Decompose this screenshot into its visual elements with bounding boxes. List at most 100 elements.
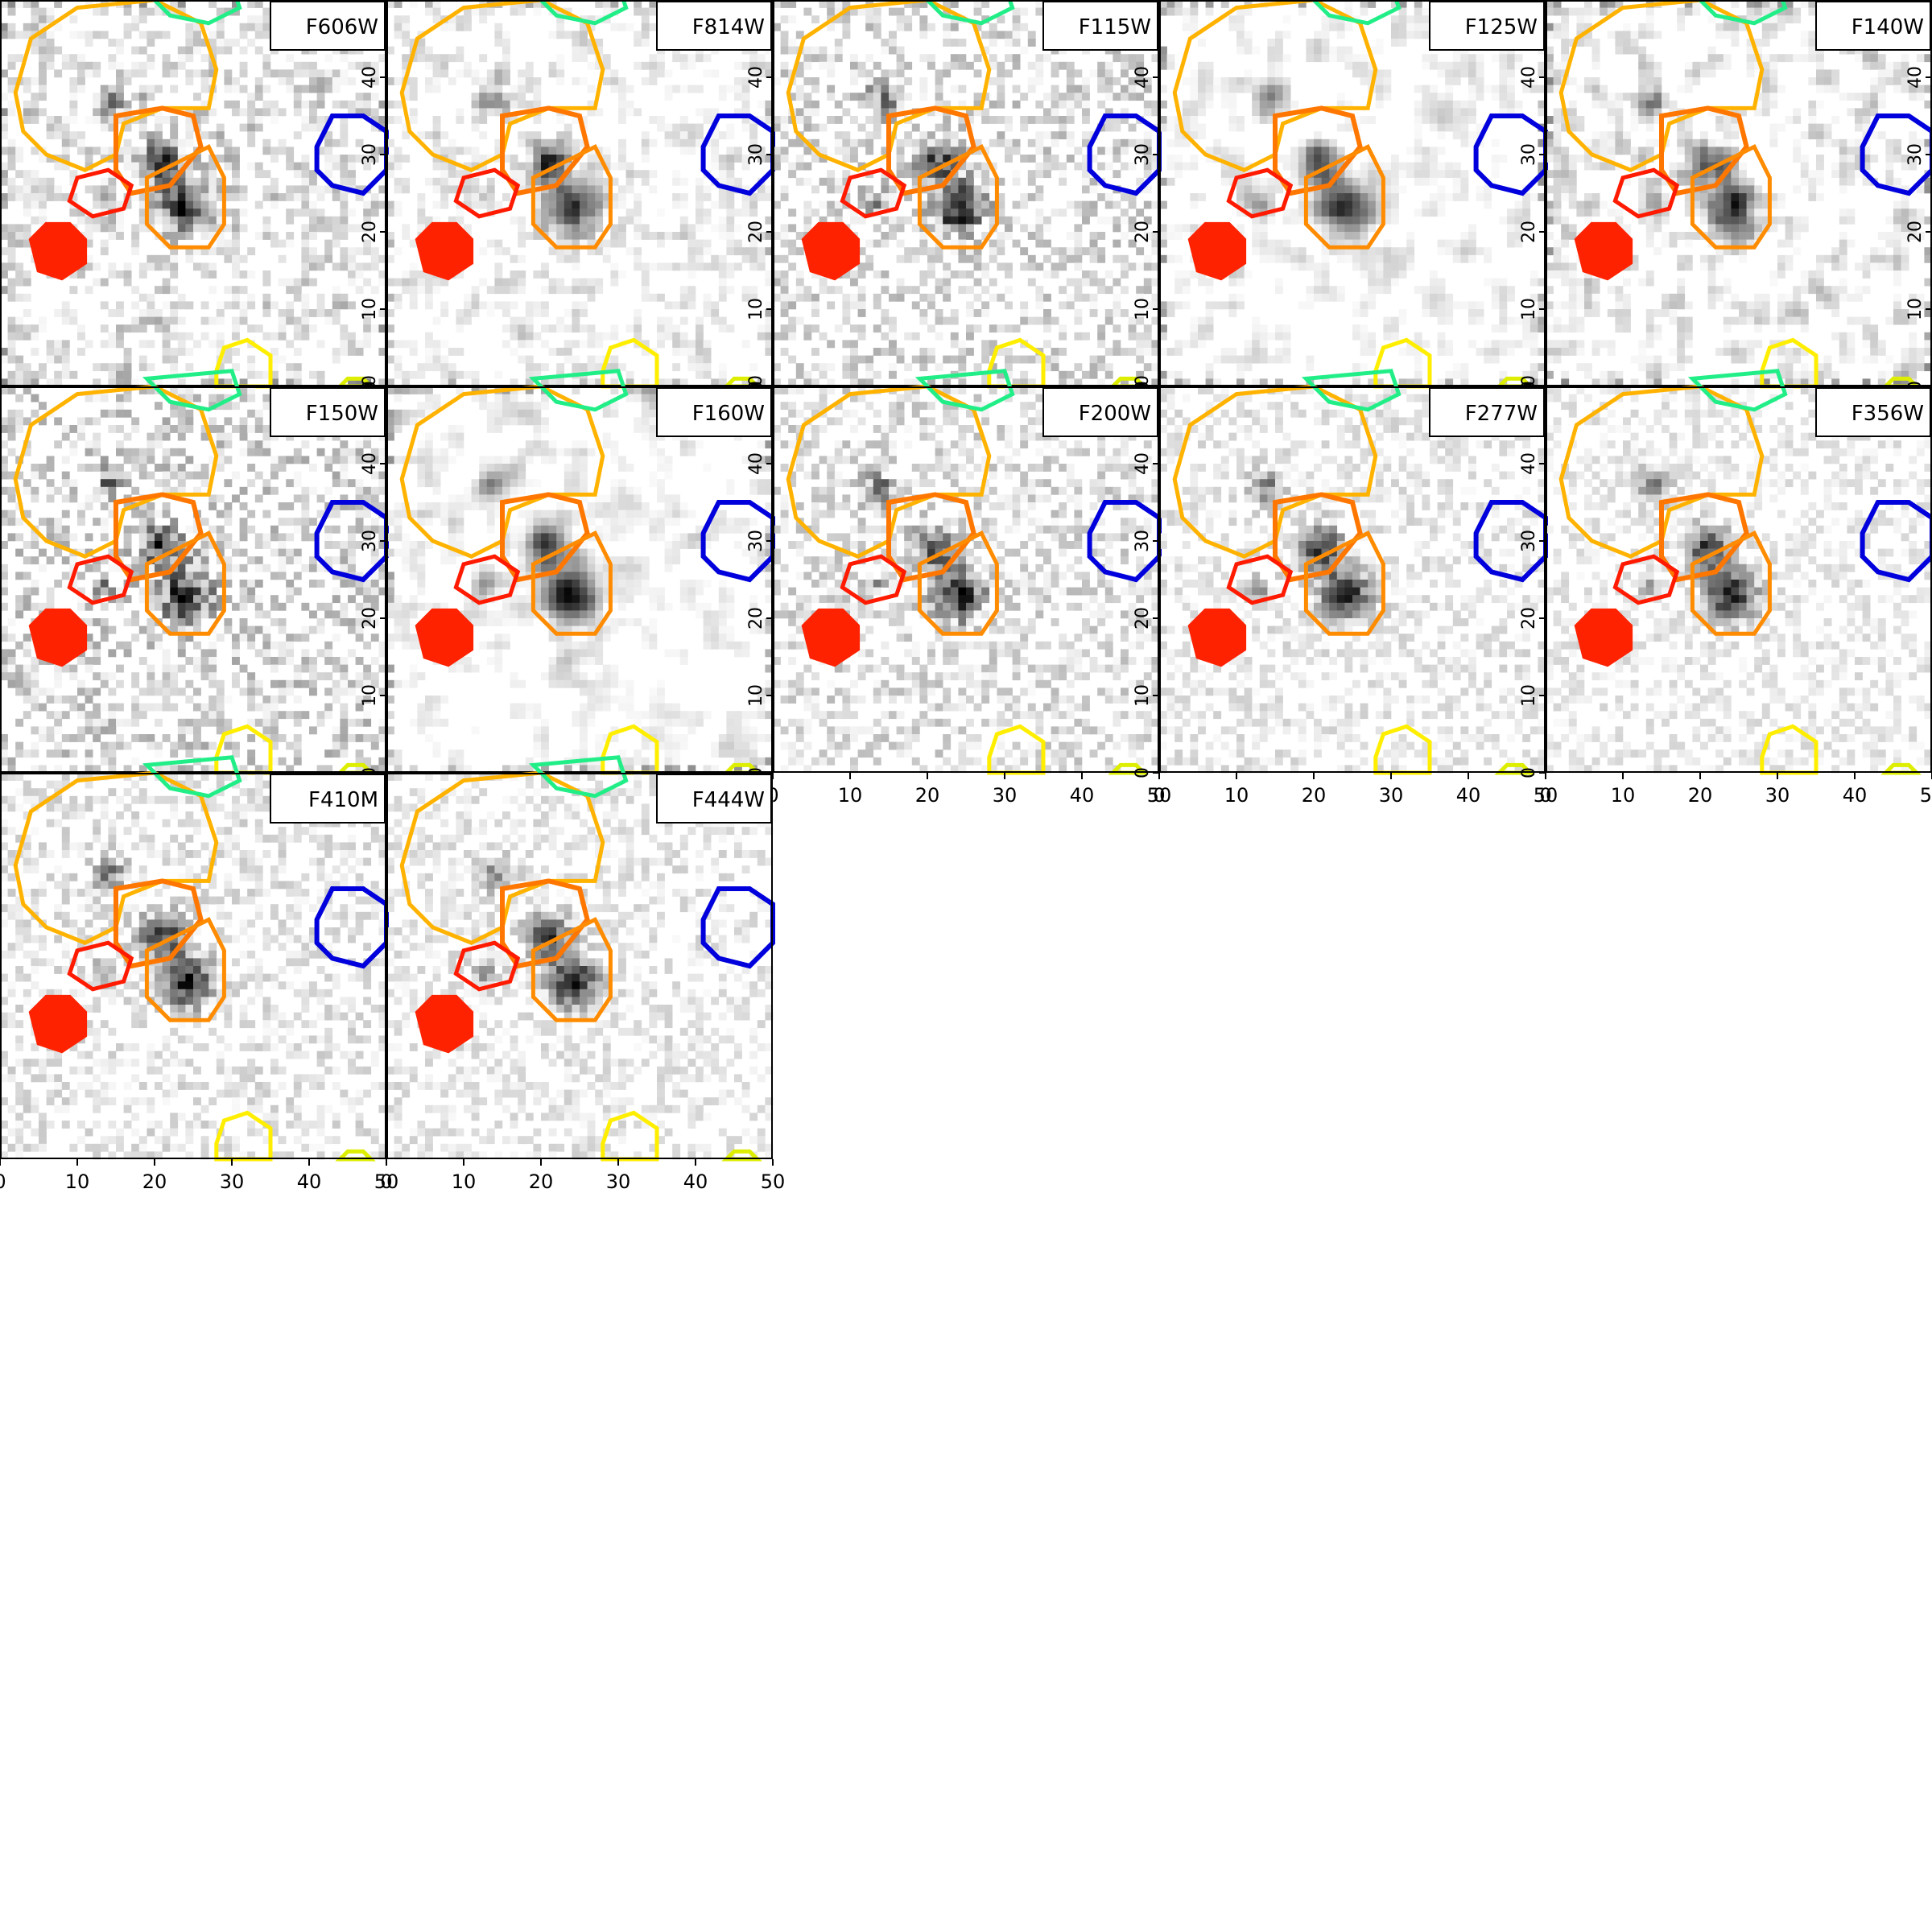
bottom-tick-label: 10 (1224, 784, 1249, 807)
filter-label-box (656, 774, 772, 824)
orange-large-region (1558, 0, 1765, 172)
red-filled-region (28, 221, 88, 281)
right-tick-label: 10 (1133, 298, 1153, 320)
bottom-tick-label: 0 (1539, 784, 1551, 807)
filter-label-box (1042, 387, 1158, 437)
bottom-tick-label: 20 (142, 1170, 167, 1193)
blue-region (1860, 114, 1932, 196)
right-tick-label: 20 (360, 221, 380, 243)
panel-frame (1159, 0, 1546, 386)
right-tick-label: 20 (746, 607, 766, 630)
cutout-image (773, 0, 1160, 387)
red-filled-region (1187, 221, 1247, 281)
filter-label: F125W (1465, 15, 1538, 39)
bottom-tick-label: 10 (838, 784, 863, 807)
panel-frame (386, 0, 773, 386)
panel-f150w: 01020304050F150W (0, 369, 389, 778)
bottom-tick-label: 30 (1379, 784, 1404, 807)
bottom-axis: 0 10 20 30 40 50 (766, 773, 1171, 807)
panel-f356w: 0 10 20 30 40 50 F356W (1539, 369, 1932, 807)
green-region (1301, 369, 1402, 412)
panel-frame (1159, 386, 1546, 773)
red-small-region (840, 554, 907, 605)
orange-upper-region (1659, 105, 1749, 196)
panel-frame (773, 0, 1159, 386)
orange-upper-region (114, 105, 204, 196)
right-tick-label: 20 (746, 221, 766, 243)
panel-frame (773, 386, 1159, 773)
bottom-tick-label: 0 (0, 1170, 6, 1193)
filter-label-box (656, 387, 772, 437)
filter-label: F606W (306, 15, 378, 39)
panel-frame (386, 386, 773, 773)
panel-f115w: 01020304050F115W (773, 0, 1162, 392)
orange-large-region (1172, 0, 1378, 172)
orange-lower-region (1303, 530, 1385, 636)
filter-label: F814W (692, 15, 765, 39)
bottom-tick-label: 10 (1611, 784, 1636, 807)
orange-upper-region (500, 878, 590, 969)
right-tick-label: 20 (1519, 607, 1539, 630)
green-region (528, 755, 629, 799)
bottom-tick-label: 30 (220, 1170, 245, 1193)
red-small-region (67, 940, 134, 992)
cutout-image (0, 386, 387, 774)
right-tick-label: 40 (746, 66, 766, 89)
right-tick-label: 40 (1133, 66, 1153, 89)
cutout-image (1159, 0, 1546, 387)
orange-upper-region (886, 492, 976, 583)
bottom-tick-label: 40 (683, 1170, 708, 1193)
right-tick-label: 40 (746, 452, 766, 475)
filter-label-box (270, 387, 386, 437)
right-tick-label: 20 (1905, 221, 1926, 243)
bottom-tick-label: 50 (1920, 784, 1932, 807)
orange-lower-region (1303, 144, 1385, 250)
right-tick-label: 10 (1519, 684, 1539, 707)
filter-label: F200W (1079, 402, 1151, 426)
bottom-tick-label: 20 (529, 1170, 554, 1193)
bottom-tick-label: 40 (297, 1170, 322, 1193)
orange-lower-region (530, 530, 613, 636)
bottom-tick-label: 30 (993, 784, 1018, 807)
orange-large-region (399, 770, 605, 945)
right-tick-label: 10 (746, 684, 766, 707)
right-tick-label: 30 (1905, 143, 1926, 166)
panel-f140w: 01020304050F140W (1546, 0, 1932, 392)
bottom-tick-label: 10 (452, 1170, 477, 1193)
panel-f444w: 0 10 20 30 40 50 F444W (380, 755, 785, 1193)
orange-large-region (786, 0, 992, 172)
blue-region (1860, 500, 1932, 583)
bottom-tick-label: 30 (1765, 784, 1790, 807)
filter-label: F277W (1465, 402, 1538, 426)
orange-lower-region (530, 917, 613, 1022)
cutout-image (0, 773, 387, 1160)
bottom-axis: 0 10 20 30 40 50 (1539, 773, 1932, 807)
source-regions (786, 369, 1162, 775)
right-tick-label: 30 (1133, 530, 1153, 552)
bottom-axis: 0 10 20 30 40 50 (380, 1159, 785, 1193)
green-region (142, 755, 242, 799)
panel-f814w: 01020304050F814W (386, 0, 775, 392)
bottom-tick-label: 40 (1070, 784, 1095, 807)
green-region (538, 0, 629, 26)
orange-large-region (1558, 384, 1765, 559)
right-tick-label: 30 (1519, 530, 1539, 552)
right-tick-label: 20 (1133, 607, 1153, 630)
orange-large-region (13, 770, 219, 945)
orange-upper-region (500, 492, 590, 583)
orange-large-region (1172, 384, 1378, 559)
bottom-tick-label: 10 (65, 1170, 90, 1193)
right-tick-label: 30 (360, 143, 380, 166)
orange-large-region (13, 0, 219, 172)
red-filled-region (801, 608, 861, 667)
right-tick-label: 30 (1133, 143, 1153, 166)
orange-large-region (399, 384, 605, 559)
red-small-region (453, 940, 521, 992)
right-tick-label: 10 (360, 684, 380, 707)
orange-lower-region (1690, 530, 1772, 636)
bottom-tick-label: 20 (1688, 784, 1713, 807)
panel-frame (0, 773, 386, 1159)
red-small-region (1226, 167, 1294, 219)
red-small-region (1612, 167, 1680, 219)
